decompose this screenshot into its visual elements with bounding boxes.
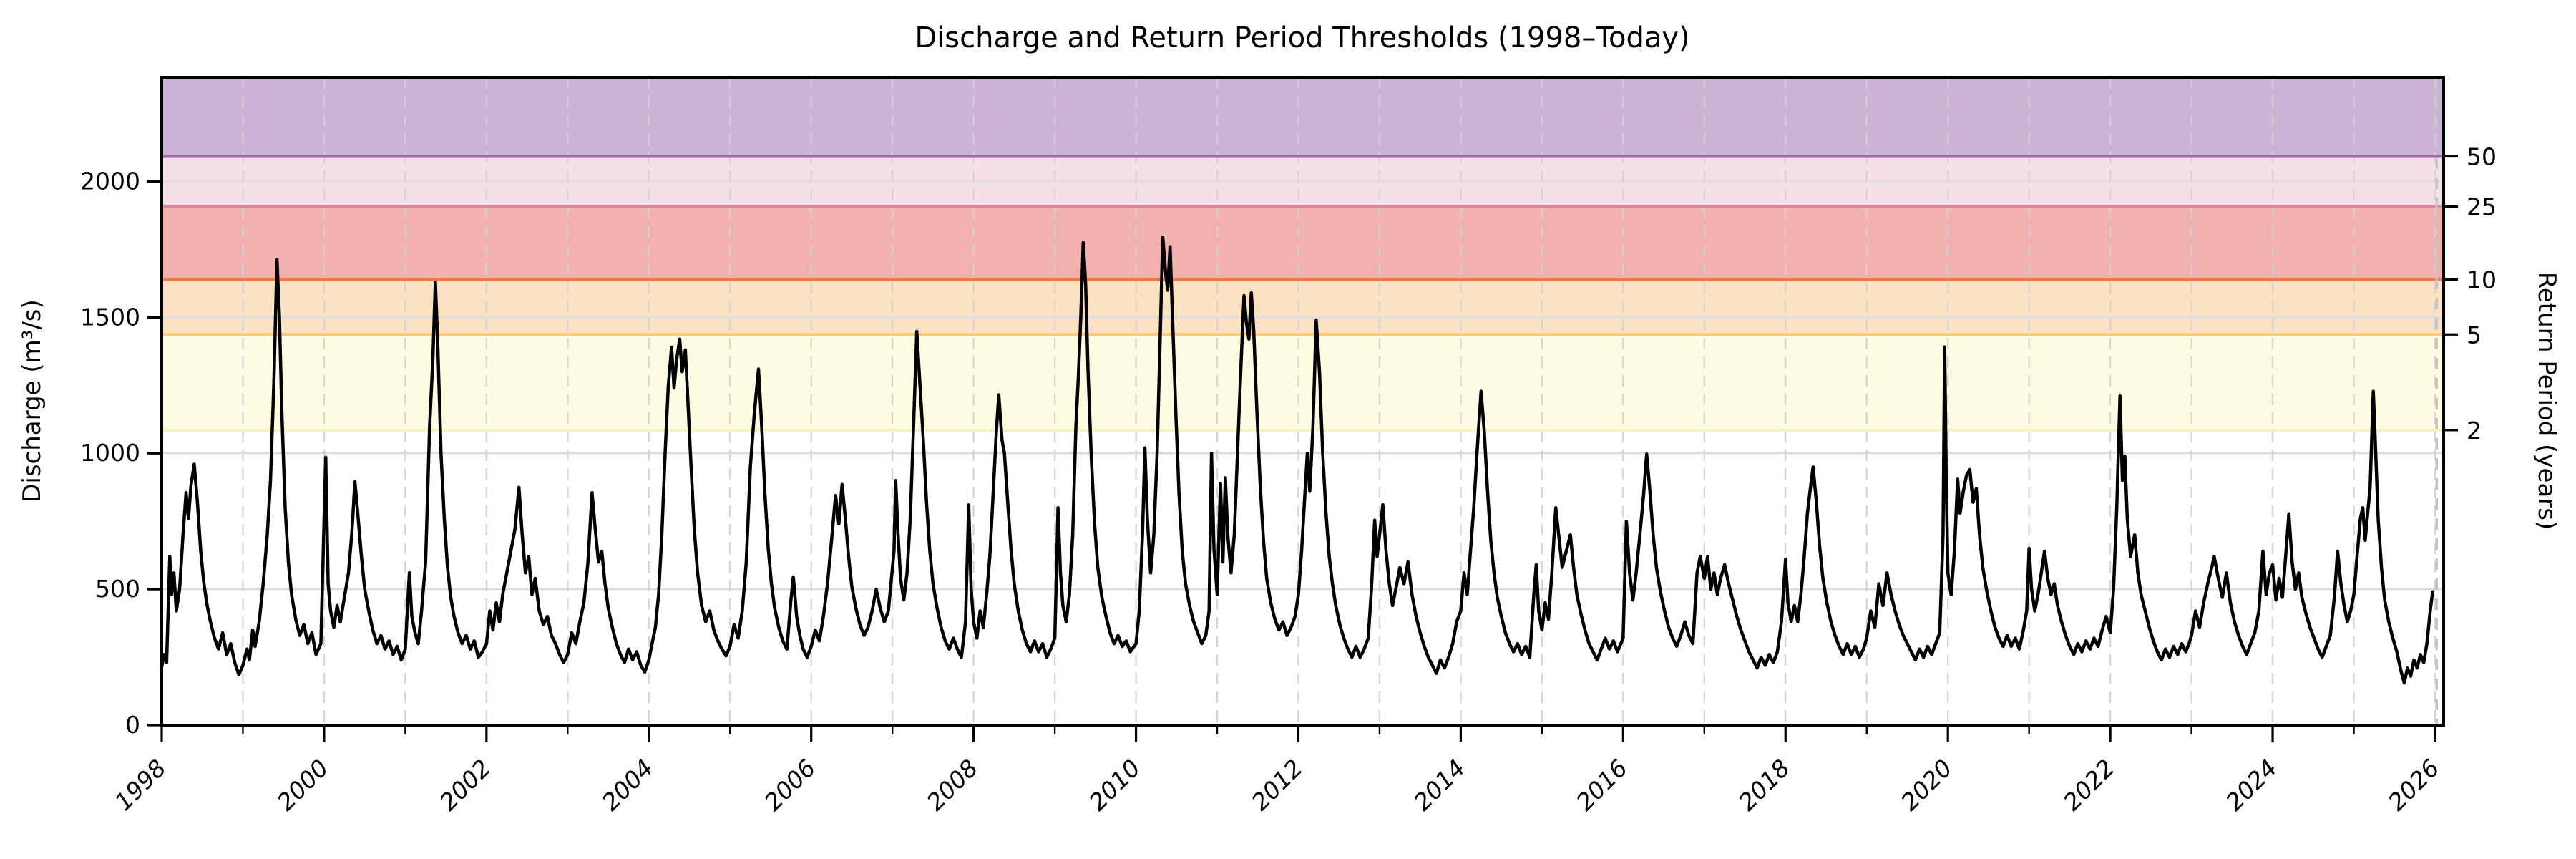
x-tick-label: 2008: [921, 754, 983, 816]
threshold-band-5: [162, 279, 2444, 335]
x-tick-label: 2016: [1571, 754, 1633, 816]
return-period-tick-label: 2: [2467, 417, 2482, 445]
x-tick-label: 2012: [1246, 754, 1308, 816]
x-tick-label: 2010: [1083, 754, 1146, 816]
threshold-band-2: [162, 334, 2444, 430]
x-tick-label: 2024: [2220, 754, 2283, 816]
threshold-band-50: [162, 77, 2444, 157]
y-tick-label: 500: [95, 575, 140, 603]
x-tick-label: 2004: [596, 754, 658, 816]
x-tick-label: 2022: [2058, 754, 2120, 816]
discharge-line: [160, 236, 2434, 685]
x-tick-label: 1998: [109, 754, 172, 816]
y-tick-label: 2000: [80, 167, 140, 195]
threshold-band-10: [162, 206, 2444, 280]
x-tick-label: 2020: [1896, 754, 1958, 816]
x-tick-label: 2018: [1733, 754, 1795, 816]
return-period-tick-label: 5: [2467, 321, 2482, 349]
y-axis-left-label: Discharge (m³/s): [18, 299, 47, 503]
x-tick-label: 2006: [758, 754, 821, 816]
x-tick-label: 2026: [2383, 754, 2445, 816]
y-tick-label: 1000: [80, 439, 140, 467]
y-axis-right-label: Return Period (years): [2532, 272, 2561, 530]
return-period-tick-label: 25: [2467, 193, 2497, 220]
return-period-tick-label: 10: [2467, 266, 2497, 294]
plot-layers: 1998 2000 2002 2004 2006 2008 2010 2012 2014 2016…: [80, 76, 2497, 816]
plot-border: [160, 76, 2445, 727]
y-tick-label: 0: [125, 711, 140, 739]
return-period-tick-label: 50: [2467, 143, 2497, 171]
x-tick-label: 2002: [434, 754, 497, 816]
x-tick-label: 2014: [1408, 754, 1470, 816]
x-tick-label: 2000: [272, 754, 334, 816]
chart-title: Discharge and Return Period Thresholds (…: [914, 21, 1689, 54]
y-tick-label: 1500: [80, 303, 140, 331]
